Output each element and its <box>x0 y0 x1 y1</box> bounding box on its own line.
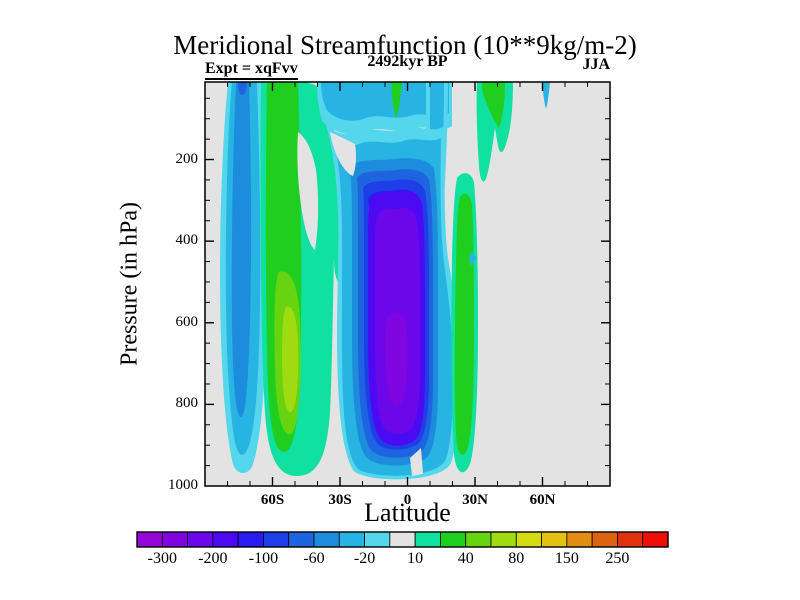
x-tick-label: 60S <box>260 492 285 508</box>
x-tick-label: 30N <box>462 492 488 508</box>
colorbar-tick-label: 10 <box>407 550 424 567</box>
y-tick-label: 800 <box>175 395 199 412</box>
colorbar-tick-label: 150 <box>554 550 579 567</box>
x-tick-label: 30S <box>328 492 352 508</box>
colorbar-tick-label: -20 <box>353 550 376 567</box>
season-label: JJA <box>582 56 610 73</box>
colorbar-tick-label: 80 <box>508 550 525 567</box>
colorbar-tick-label: 250 <box>605 550 630 567</box>
colorbar-tick-label: -100 <box>248 550 279 567</box>
x-axis-title: Latitude <box>364 498 451 527</box>
colorbar-tick-label: 40 <box>457 550 474 567</box>
colorbar-tick-label: -60 <box>303 550 325 567</box>
y-tick-label: 600 <box>175 313 199 330</box>
x-tick-label: 60N <box>529 492 556 508</box>
y-tick-label: 1000 <box>168 477 198 493</box>
colorbar-tick-label: -300 <box>147 550 177 567</box>
time-label: 2492kyr BP <box>367 53 448 70</box>
colorbar-tick-label: -200 <box>198 550 228 567</box>
plot-title: Meridional Streamfunction (10**9kg/m-2) <box>173 30 637 60</box>
y-tick-label: 400 <box>175 232 199 249</box>
experiment-label: Expt = xqFvv <box>205 60 298 80</box>
x-tick-label: 0 <box>403 492 412 508</box>
y-tick-label: 200 <box>175 150 199 167</box>
